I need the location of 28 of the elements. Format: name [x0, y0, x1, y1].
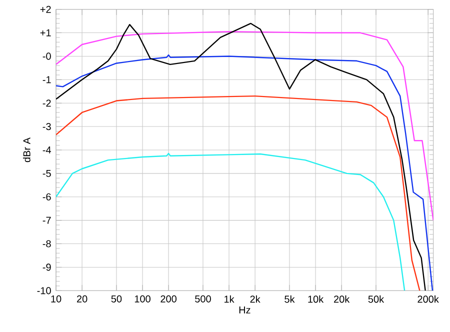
x-tick-label: 50 [111, 295, 122, 302]
x-tick-label: 20 [76, 295, 88, 302]
y-tick-label: -1 [42, 76, 51, 84]
y-tick-label: -3 [42, 123, 51, 130]
x-tick-label: 20k [334, 295, 350, 303]
x-tick-label: 100 [134, 295, 150, 302]
y-tick-label: -0 [42, 52, 51, 60]
x-tick-label: 2k [250, 295, 260, 303]
y-axis-title: dBr A [23, 138, 30, 162]
y-tick-label: -4 [42, 146, 52, 154]
y-tick-label: -6 [42, 193, 51, 200]
y-tick-label: -8 [42, 240, 51, 248]
y-tick-label: -5 [42, 170, 51, 177]
x-tick-label: 50k [368, 295, 384, 303]
x-axis-title: Hz [239, 306, 250, 314]
y-tick-label: -10 [37, 287, 51, 294]
x-tick-label: 10 [51, 295, 62, 302]
x-tick-label: 1k [224, 295, 234, 303]
x-tick-label: 200 [160, 295, 176, 302]
y-tick-label: +1 [40, 29, 51, 36]
y-tick-label: -7 [42, 216, 51, 224]
x-tick-label: 10k [308, 295, 324, 303]
x-tick-label: 5k [284, 295, 295, 303]
y-tick-label: -2 [42, 100, 51, 107]
x-tick-label: 500 [195, 295, 211, 302]
y-tick-label: -9 [42, 264, 51, 271]
y-tick-label: +2 [40, 6, 51, 13]
x-tick-label: 200k [418, 295, 439, 303]
